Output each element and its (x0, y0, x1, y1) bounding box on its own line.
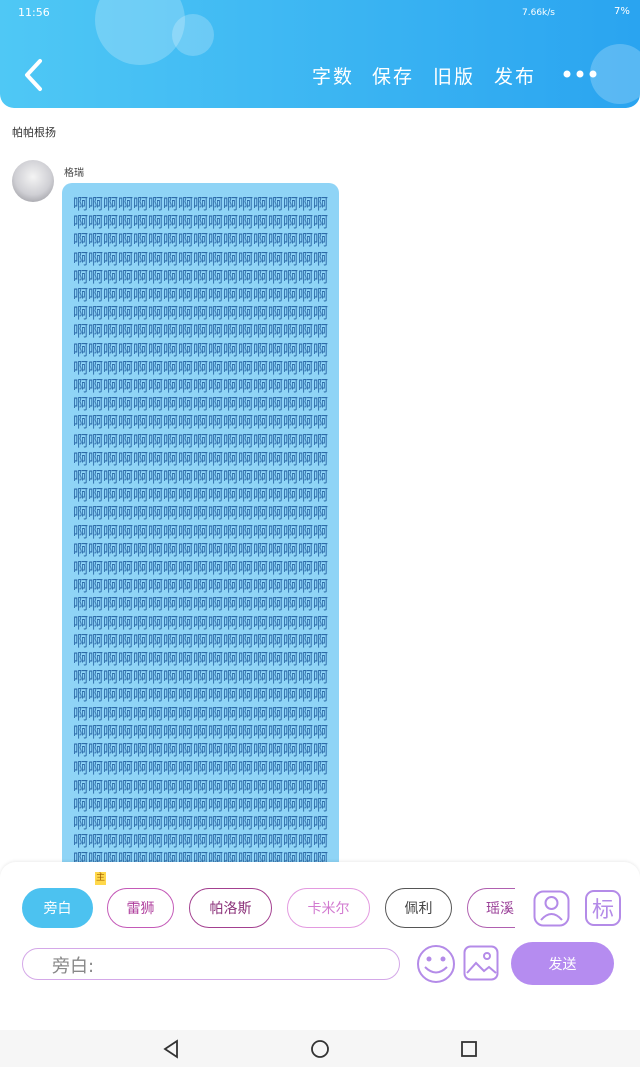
role-chip[interactable]: 瑶溪 (467, 888, 515, 928)
role-chip[interactable]: 雷狮 (107, 888, 174, 928)
word-count-button[interactable]: 字数 (312, 66, 355, 88)
message-bubble[interactable]: 啊啊啊啊啊啊啊啊啊啊啊啊啊啊啊啊啊啊啊啊啊啊啊啊啊啊啊啊啊啊啊啊啊啊啊啊啊啊啊啊… (62, 183, 339, 903)
emoji-button[interactable] (414, 944, 458, 984)
decoration (590, 44, 640, 104)
publish-button[interactable]: 发布 (494, 66, 537, 88)
decoration (172, 14, 214, 56)
role-chip[interactable]: 卡米尔 (287, 888, 370, 928)
send-button[interactable]: 发送 (511, 942, 614, 985)
role-chip[interactable]: 帕洛斯 (189, 888, 272, 928)
more-button[interactable] (562, 68, 598, 80)
sender-name: 格瑞 (64, 168, 84, 179)
avatar[interactable] (12, 160, 54, 202)
role-chip[interactable]: 佩利 (385, 888, 452, 928)
header: 11:56 7.66k/s 7% 字数 保存 旧版 发布 (0, 0, 640, 108)
text-input[interactable] (22, 948, 400, 980)
image-button[interactable] (463, 945, 499, 981)
old-version-button[interactable]: 旧版 (433, 66, 476, 88)
status-speed: 7.66k/s (522, 8, 555, 18)
role-chip[interactable]: 旁白 (22, 888, 93, 928)
role-chip-clip: 瑶溪 (467, 886, 515, 930)
save-button[interactable]: 保存 (372, 66, 415, 88)
nav-bar (0, 1030, 640, 1067)
nav-back[interactable] (163, 1039, 178, 1059)
input-placeholder: 旁白: (52, 956, 95, 977)
story-title: 帕帕根扬 (12, 126, 56, 139)
nav-home[interactable] (311, 1040, 329, 1058)
status-battery: 7% (614, 6, 630, 17)
tag-button[interactable]: 标 (585, 890, 621, 926)
back-button[interactable] (22, 58, 44, 92)
nav-recent[interactable] (461, 1041, 477, 1057)
role-manage-button[interactable] (533, 890, 570, 927)
message-text: 啊啊啊啊啊啊啊啊啊啊啊啊啊啊啊啊啊啊啊啊啊啊啊啊啊啊啊啊啊啊啊啊啊啊啊啊啊啊啊啊… (73, 195, 329, 903)
role-badge: 主 (95, 872, 106, 885)
status-time: 11:56 (18, 6, 50, 19)
